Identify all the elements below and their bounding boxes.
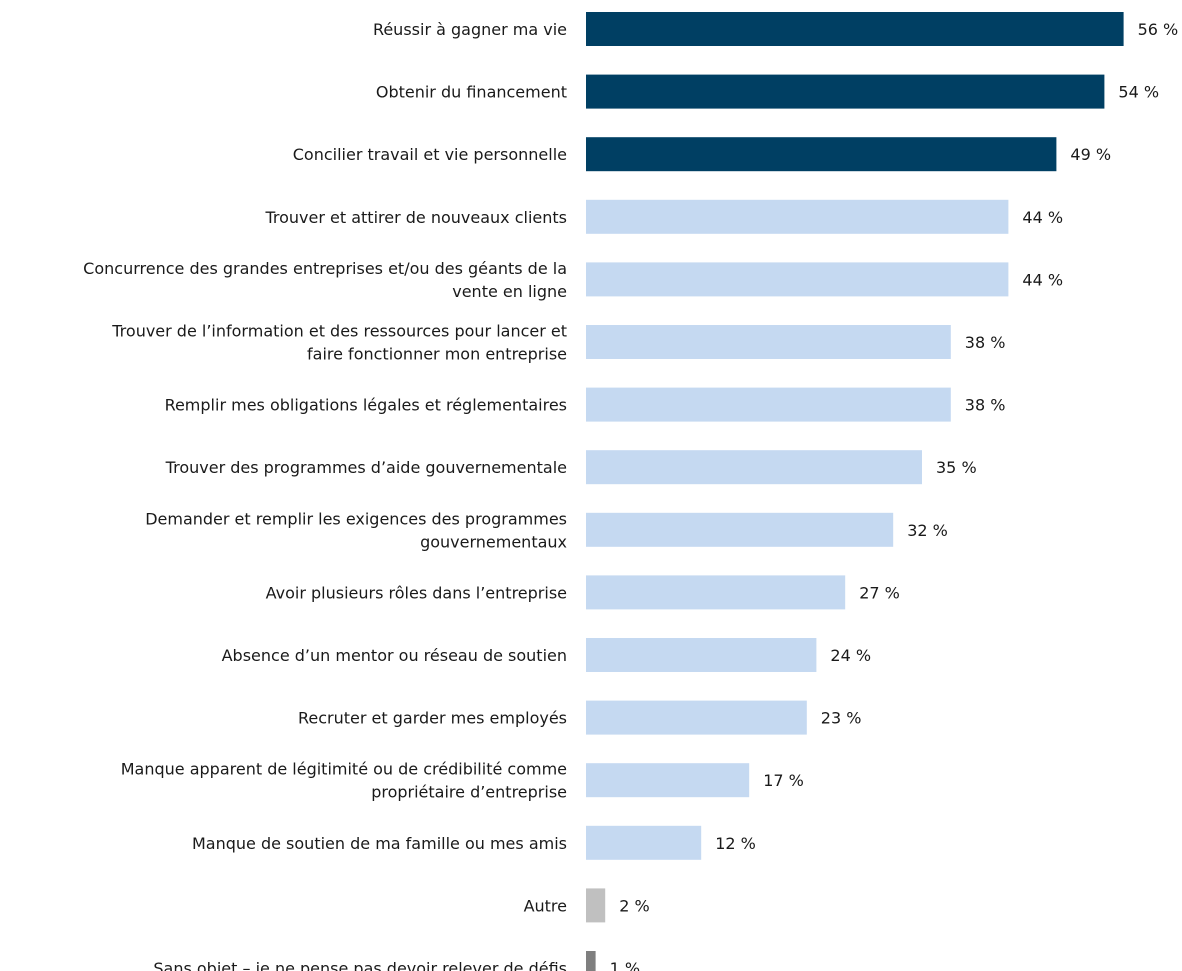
bar bbox=[586, 638, 817, 672]
bar bbox=[586, 137, 1057, 172]
category-label: Autre bbox=[524, 896, 567, 915]
value-label: 12 % bbox=[715, 834, 756, 853]
bar bbox=[586, 763, 750, 798]
value-label: 44 % bbox=[1022, 270, 1063, 289]
category-label: Avoir plusieurs rôles dans l’entreprise bbox=[266, 583, 567, 602]
category-label: Trouver et attirer de nouveaux clients bbox=[264, 208, 567, 227]
value-label: 56 % bbox=[1138, 20, 1179, 39]
category-label: Recruter et garder mes employés bbox=[298, 709, 567, 728]
value-labels-group: 56 % 54 % 49 % 44 % 44 % 38 % 38 % 35 % 32 % 27 %… bbox=[610, 20, 1179, 971]
value-label: 35 % bbox=[936, 458, 977, 477]
value-label: 54 % bbox=[1118, 83, 1159, 102]
category-label: Manque de soutien de ma famille ou mes a… bbox=[192, 834, 567, 853]
category-label: Absence d’un mentor ou réseau de soutien bbox=[222, 646, 567, 665]
category-label: Concurrence des grandes entreprises et/o… bbox=[83, 259, 567, 301]
bar bbox=[586, 951, 596, 971]
bar bbox=[586, 700, 807, 735]
category-label: Trouver de l’information et des ressourc… bbox=[111, 322, 567, 364]
value-label: 1 % bbox=[610, 959, 640, 971]
value-label: 32 % bbox=[907, 521, 948, 540]
bar bbox=[586, 262, 1009, 297]
bar bbox=[586, 450, 922, 485]
value-label: 27 % bbox=[859, 583, 900, 602]
bars-group bbox=[586, 12, 1124, 971]
category-label: Manque apparent de légitimité ou de créd… bbox=[121, 760, 567, 802]
value-label: 44 % bbox=[1022, 208, 1063, 227]
category-label: Trouver des programmes d’aide gouverneme… bbox=[165, 458, 567, 477]
bar bbox=[586, 512, 894, 547]
value-label: 49 % bbox=[1070, 145, 1111, 164]
value-label: 2 % bbox=[619, 896, 649, 915]
category-label: Demander et remplir les exigences des pr… bbox=[145, 509, 567, 551]
category-label: Concilier travail et vie personnelle bbox=[293, 145, 567, 164]
bar bbox=[586, 888, 606, 923]
bar bbox=[586, 325, 951, 359]
bar bbox=[586, 825, 702, 860]
category-label: Remplir mes obligations légales et régle… bbox=[165, 396, 567, 415]
category-labels-group: Réussir à gagner ma vie Obtenir du financ… bbox=[83, 20, 567, 971]
category-label: Sans objet – je ne pense pas devoir rele… bbox=[153, 959, 567, 971]
value-label: 23 % bbox=[821, 709, 862, 728]
value-label: 38 % bbox=[965, 333, 1006, 352]
bar bbox=[586, 387, 951, 422]
bar bbox=[586, 74, 1105, 109]
value-label: 17 % bbox=[763, 771, 804, 790]
category-label: Réussir à gagner ma vie bbox=[373, 20, 567, 39]
bar bbox=[586, 12, 1124, 46]
category-label: Obtenir du financement bbox=[376, 83, 567, 102]
value-label: 24 % bbox=[830, 646, 871, 665]
bar bbox=[586, 575, 846, 610]
bar bbox=[586, 199, 1009, 234]
value-label: 38 % bbox=[965, 396, 1006, 415]
